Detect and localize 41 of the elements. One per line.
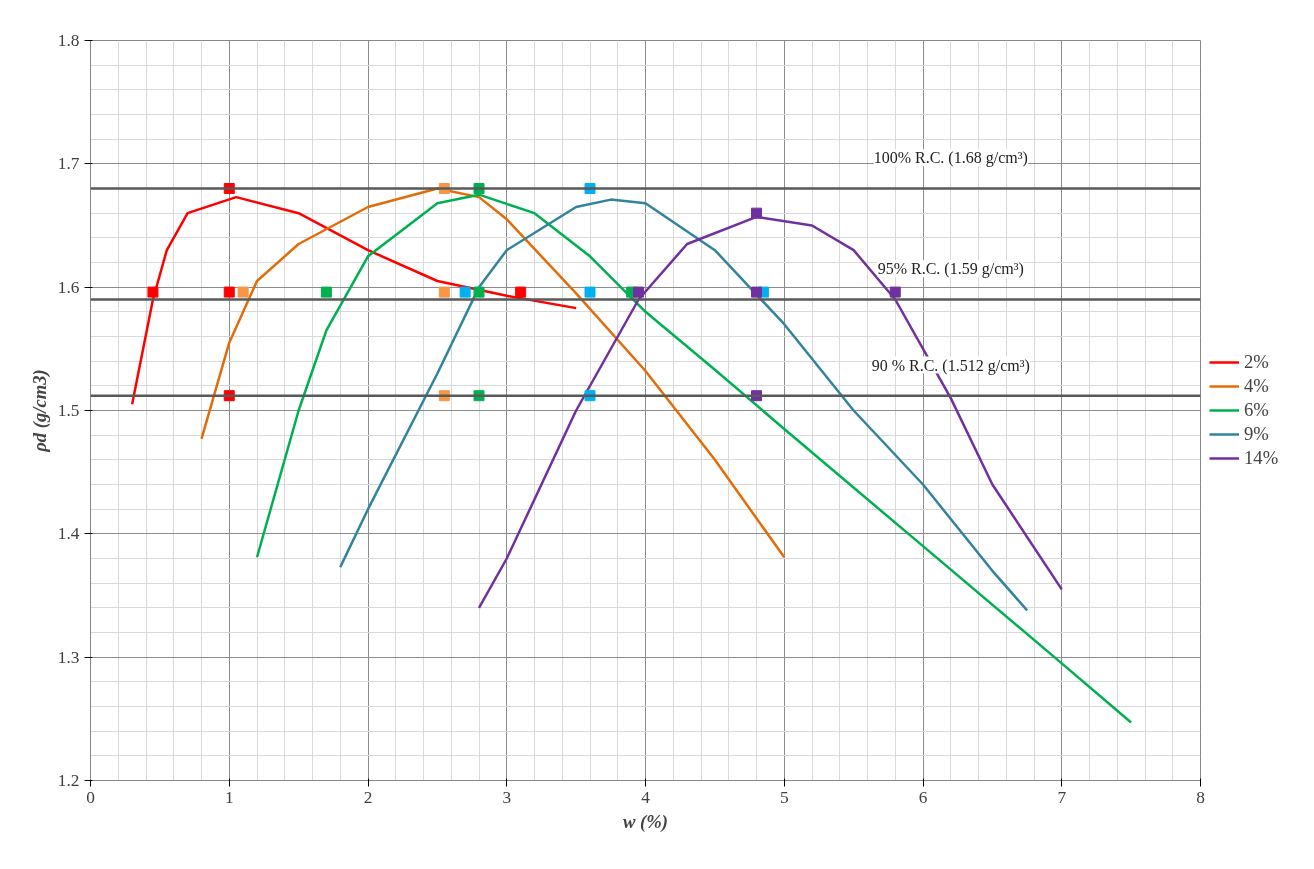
legend-label: 9% bbox=[1244, 423, 1269, 445]
point bbox=[459, 286, 471, 298]
y-tick-label: 1.8 bbox=[57, 31, 80, 50]
x-tick-label: 3 bbox=[502, 787, 512, 807]
y-tick-label: 1.7 bbox=[57, 154, 80, 174]
point bbox=[751, 286, 762, 298]
point bbox=[584, 286, 596, 298]
x-tick-label: 6 bbox=[918, 787, 928, 807]
legend-label: 14% bbox=[1244, 447, 1279, 469]
point bbox=[473, 286, 485, 298]
point bbox=[237, 286, 249, 298]
y-axis-title: ρd (g/cm3) bbox=[28, 369, 51, 453]
point bbox=[633, 286, 645, 298]
point bbox=[751, 207, 762, 219]
y-tick-label: 1.3 bbox=[57, 647, 80, 667]
point bbox=[515, 286, 527, 298]
point bbox=[320, 286, 332, 298]
x-tick-label: 5 bbox=[779, 787, 789, 807]
x-tick-label: 8 bbox=[1196, 787, 1205, 807]
ref-line-label: 95% R.C. (1.59 g/cm³) bbox=[877, 260, 1024, 279]
x-tick-label: 7 bbox=[1057, 787, 1067, 807]
y-tick-label: 1.6 bbox=[57, 277, 80, 297]
x-tick-label: 0 bbox=[86, 787, 95, 807]
ref-line-label: 90 % R.C. (1.512 g/cm³) bbox=[871, 356, 1030, 375]
x-axis-title: w (%) bbox=[622, 810, 669, 833]
point bbox=[223, 286, 235, 298]
legend-label: 2% bbox=[1244, 351, 1269, 373]
y-tick-label: 1.4 bbox=[57, 524, 80, 544]
legend-label: 6% bbox=[1244, 399, 1269, 421]
line-series bbox=[339, 198, 1029, 612]
point bbox=[438, 286, 450, 298]
y-tick-label: 1.5 bbox=[57, 401, 80, 420]
point bbox=[147, 286, 159, 298]
y-tick-label: 1.2 bbox=[57, 771, 80, 790]
line-series bbox=[130, 195, 578, 406]
x-tick-label: 4 bbox=[641, 787, 651, 807]
legend-label: 4% bbox=[1244, 375, 1269, 397]
ref-line-label: 100% R.C. (1.68 g/cm³) bbox=[873, 149, 1028, 168]
point bbox=[889, 286, 901, 298]
x-tick-label: 2 bbox=[363, 787, 373, 807]
x-tick-label: 1 bbox=[224, 787, 234, 807]
